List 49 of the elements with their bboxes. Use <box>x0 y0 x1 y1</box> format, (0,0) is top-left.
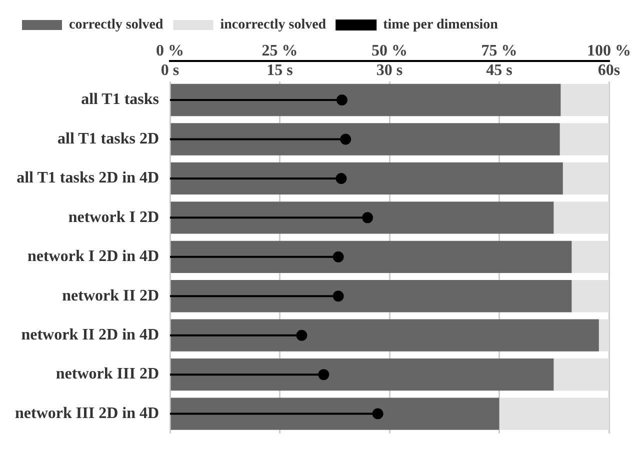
bar <box>572 280 609 312</box>
x-tick-label: 100 % <box>587 42 631 60</box>
y-tick-label: network II 2D in 4D <box>21 326 160 344</box>
point <box>340 134 352 145</box>
x-tick-label: 0 % <box>156 42 184 60</box>
legend-label: time per dimension <box>383 18 498 33</box>
x2-tick-label: 60s <box>598 62 620 79</box>
bar <box>560 123 609 156</box>
x-tick-label: 50 % <box>372 42 408 60</box>
x2-tick-label: 15 s <box>266 62 293 79</box>
y-tick-label: network I 2D in 4D <box>27 248 160 266</box>
point <box>318 369 330 380</box>
y-tick-label: all T1 tasks 2D <box>58 130 160 148</box>
point <box>362 212 374 224</box>
bar <box>554 202 609 234</box>
legend-label: incorrectly solved <box>220 18 326 33</box>
bar <box>170 123 560 156</box>
bar <box>554 358 609 391</box>
y-tick-label: network I 2D <box>68 208 160 226</box>
point <box>332 251 344 262</box>
x2-tick-label: 0 s <box>160 62 180 79</box>
bar <box>499 398 609 430</box>
y-tick-label: network II 2D <box>62 287 160 304</box>
x-tick-label: 75 % <box>481 42 518 60</box>
point <box>296 330 308 341</box>
y-tick-label: network III 2D in 4D <box>15 404 160 422</box>
point <box>332 290 344 302</box>
y-tick-label: all T1 tasks 2D in 4D <box>16 170 160 187</box>
x-tick-label: 25 % <box>262 42 298 60</box>
legend-label: correctly solved <box>69 18 164 33</box>
bar <box>170 84 561 116</box>
bar <box>560 84 609 116</box>
point <box>336 172 347 184</box>
bar <box>170 398 500 430</box>
bar <box>170 358 554 391</box>
y-tick-label: all T1 tasks <box>81 91 160 108</box>
point <box>372 408 384 420</box>
bar <box>170 240 572 273</box>
bar <box>562 162 609 195</box>
x2-tick-label: 45 s <box>486 62 512 79</box>
bar <box>170 319 599 352</box>
bar <box>572 240 609 273</box>
bar <box>170 280 572 312</box>
bar <box>170 162 563 195</box>
x2-tick-label: 30 s <box>376 62 403 79</box>
y-tick-label: network III 2D <box>56 366 160 383</box>
bar <box>170 202 554 234</box>
bar <box>598 319 609 352</box>
point <box>336 94 348 106</box>
